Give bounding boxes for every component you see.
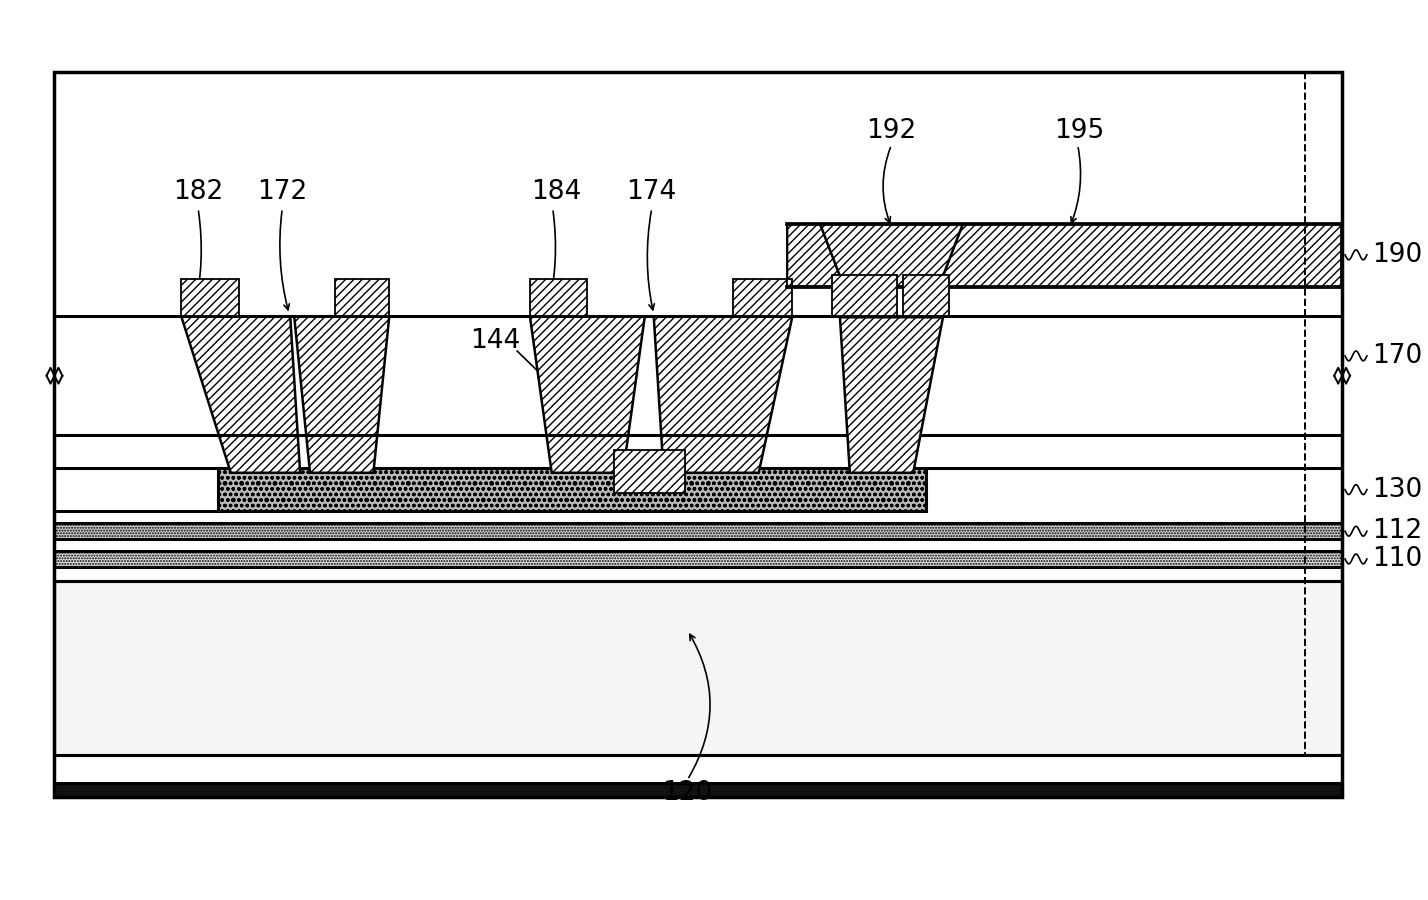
Text: 174: 174	[627, 179, 677, 205]
Polygon shape	[54, 551, 1342, 567]
Polygon shape	[181, 316, 300, 472]
Text: 110: 110	[1372, 546, 1422, 572]
Polygon shape	[54, 783, 1342, 796]
Text: 195: 195	[1054, 118, 1105, 144]
Polygon shape	[654, 316, 793, 472]
Polygon shape	[54, 316, 1342, 435]
Text: 170: 170	[1372, 343, 1422, 369]
Polygon shape	[833, 274, 897, 316]
Text: 144: 144	[470, 328, 520, 354]
Polygon shape	[614, 450, 685, 492]
Polygon shape	[54, 580, 1342, 755]
Polygon shape	[840, 318, 942, 472]
Text: 112: 112	[1372, 518, 1422, 544]
Polygon shape	[787, 224, 844, 286]
Polygon shape	[218, 468, 927, 511]
Text: 184: 184	[531, 179, 581, 205]
Text: 192: 192	[867, 118, 917, 144]
Polygon shape	[334, 279, 390, 316]
Text: 190: 190	[1372, 242, 1422, 268]
Text: 172: 172	[257, 179, 307, 205]
Polygon shape	[820, 224, 962, 286]
Polygon shape	[530, 279, 587, 316]
Polygon shape	[733, 279, 793, 316]
Text: 120: 120	[663, 779, 713, 806]
Polygon shape	[530, 316, 645, 472]
Polygon shape	[181, 279, 238, 316]
Text: 130: 130	[1372, 477, 1422, 502]
Polygon shape	[904, 274, 948, 316]
Polygon shape	[940, 224, 1342, 286]
Polygon shape	[54, 523, 1342, 539]
Text: 182: 182	[173, 179, 223, 205]
Polygon shape	[294, 316, 390, 472]
